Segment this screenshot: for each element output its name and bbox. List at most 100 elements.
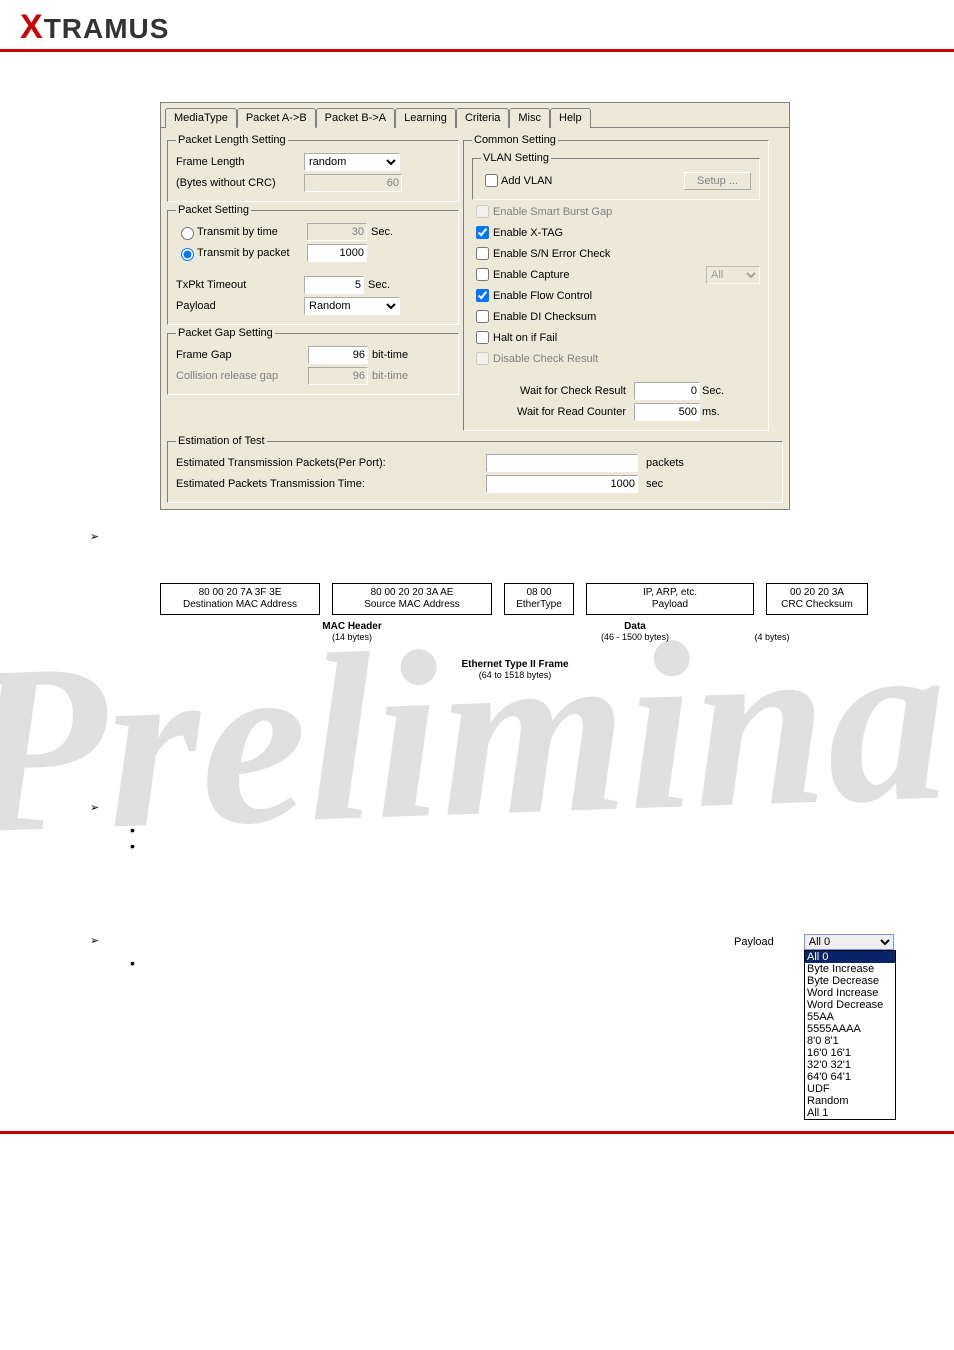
payload-opt-7[interactable]: 8'0 8'1	[805, 1035, 895, 1047]
payload-opt-13[interactable]: All 1	[805, 1107, 895, 1119]
enable-capture-checkbox[interactable]	[476, 268, 489, 281]
payload-opt-1[interactable]: Byte Increase	[805, 963, 895, 975]
halt-fail-checkbox[interactable]	[476, 331, 489, 344]
payload-opt-2[interactable]: Byte Decrease	[805, 975, 895, 987]
payload-opt-5[interactable]: 55AA	[805, 1011, 895, 1023]
enable-di-checkbox[interactable]	[476, 310, 489, 323]
est-packets-unit: packets	[646, 457, 684, 469]
payload-opt-12[interactable]: Random	[805, 1095, 895, 1107]
frame-gap-input[interactable]	[308, 346, 368, 364]
eth-crc-box: 00 20 20 3A CRC Checksum	[766, 583, 868, 615]
add-vlan-checkbox[interactable]	[485, 174, 498, 187]
tab-learning[interactable]: Learning	[395, 108, 456, 128]
enable-xtag-checkbox[interactable]	[476, 226, 489, 239]
eth-crc-label: CRC Checksum	[771, 599, 863, 611]
logo-text: TRAMUS	[44, 13, 170, 44]
enable-sn-checkbox[interactable]	[476, 247, 489, 260]
common-setting-group: Common Setting VLAN Setting Add VLAN Set…	[463, 134, 769, 431]
packet-setting-legend: Packet Setting	[176, 204, 251, 216]
payload-drop-select[interactable]: All 0	[804, 934, 894, 950]
payload-opt-9[interactable]: 32'0 32'1	[805, 1059, 895, 1071]
eth-data-bytes: (46 - 1500 bytes)	[601, 632, 669, 642]
eth-frame-label: Ethernet Type II Frame	[461, 659, 568, 670]
eth-data-label: Data	[624, 621, 646, 632]
common-setting-legend: Common Setting	[472, 134, 558, 146]
enable-di-label: Enable DI Checksum	[493, 311, 596, 323]
add-vlan-label: Add VLAN	[501, 175, 552, 187]
vlan-legend: VLAN Setting	[481, 152, 551, 164]
payload-opt-3[interactable]: Word Increase	[805, 987, 895, 999]
collision-gap-input	[308, 367, 368, 385]
wait-read-input[interactable]	[634, 403, 700, 421]
transmit-packet-input[interactable]	[307, 244, 367, 262]
frame-gap-label: Frame Gap	[176, 349, 308, 361]
transmit-by-packet-radio[interactable]	[181, 248, 194, 261]
payload-opt-11[interactable]: UDF	[805, 1083, 895, 1095]
enable-xtag-label: Enable X-TAG	[493, 227, 563, 239]
eth-dest-label: Destination MAC Address	[165, 599, 315, 611]
payload-drop-list[interactable]: All 0 Byte Increase Byte Decrease Word I…	[804, 950, 896, 1120]
eth-mac-header-group: MAC Header (14 bytes)	[160, 621, 544, 643]
eth-crc-bytes: (4 bytes)	[754, 632, 789, 642]
payload-opt-6[interactable]: 5555AAAA	[805, 1023, 895, 1035]
wait-check-input[interactable]	[634, 382, 700, 400]
packet-gap-group: Packet Gap Setting Frame Gap bit-time Co…	[167, 327, 459, 395]
payload-select[interactable]: Random	[304, 297, 400, 315]
vlan-group: VLAN Setting Add VLAN Setup ...	[472, 152, 760, 200]
payload-opt-10[interactable]: 64'0 64'1	[805, 1071, 895, 1083]
eth-crc-bytes-group: (4 bytes)	[726, 621, 818, 643]
eth-payload-box: IP, ARP, etc. Payload	[586, 583, 754, 615]
transmit-by-time-radio[interactable]	[181, 227, 194, 240]
eth-frame-bytes: (64 to 1518 bytes)	[479, 670, 552, 680]
frame-gap-unit: bit-time	[372, 349, 408, 361]
packet-length-legend: Packet Length Setting	[176, 134, 288, 146]
est-packets-label: Estimated Transmission Packets(Per Port)…	[176, 457, 486, 469]
bullet-2b	[130, 838, 864, 854]
tab-packet-ba[interactable]: Packet B->A	[316, 108, 395, 128]
enable-flow-checkbox[interactable]	[476, 289, 489, 302]
payload-drop-label: Payload	[734, 936, 774, 948]
eth-et-label: EtherType	[509, 599, 569, 611]
eth-src-box: 80 00 20 20 3A AE Source MAC Address	[332, 583, 492, 615]
page-header: XTRAMUS	[0, 0, 954, 52]
tab-packet-ab[interactable]: Packet A->B	[237, 108, 316, 128]
capture-mode-select: All	[706, 266, 760, 284]
eth-src-label: Source MAC Address	[337, 599, 487, 611]
eth-mac-header: MAC Header	[322, 621, 381, 632]
txpkt-timeout-input[interactable]	[304, 276, 364, 294]
tab-mediatype[interactable]: MediaType	[165, 108, 237, 128]
eth-ethertype-box: 08 00 EtherType	[504, 583, 574, 615]
est-time-label: Estimated Packets Transmission Time:	[176, 478, 486, 490]
payload-opt-0[interactable]: All 0	[805, 951, 895, 963]
transmit-by-packet-label: Transmit by packet	[197, 247, 307, 259]
wait-check-unit: Sec.	[702, 385, 724, 397]
packet-setting-group: Packet Setting Transmit by time Sec. Tra…	[167, 204, 459, 325]
wait-read-unit: ms.	[702, 406, 720, 418]
enable-flow-label: Enable Flow Control	[493, 290, 592, 302]
transmit-time-unit: Sec.	[371, 226, 393, 238]
enable-sn-label: Enable S/N Error Check	[493, 248, 610, 260]
frame-length-label: Frame Length	[176, 156, 304, 168]
disable-check-checkbox	[476, 352, 489, 365]
payload-opt-4[interactable]: Word Decrease	[805, 999, 895, 1011]
est-packets-input	[486, 454, 638, 472]
tab-misc[interactable]: Misc	[509, 108, 550, 128]
frame-length-select[interactable]: random	[304, 153, 400, 171]
collision-gap-label: Collision release gap	[176, 370, 308, 382]
estimation-group: Estimation of Test Estimated Transmissio…	[167, 435, 783, 503]
tab-bar: MediaType Packet A->B Packet B->A Learni…	[161, 103, 789, 127]
page-footer	[0, 1131, 954, 1154]
bytes-label: (Bytes without CRC)	[176, 177, 304, 189]
transmit-by-time-label: Transmit by time	[197, 226, 307, 238]
bullet-1	[90, 530, 864, 543]
eth-dest-box: 80 00 20 7A 3F 3E Destination MAC Addres…	[160, 583, 320, 615]
txpkt-timeout-unit: Sec.	[368, 279, 390, 291]
eth-payload-label: Payload	[591, 599, 749, 611]
packet-length-group: Packet Length Setting Frame Length rando…	[167, 134, 459, 202]
tab-help[interactable]: Help	[550, 108, 591, 128]
logo: XTRAMUS	[20, 13, 169, 44]
tab-criteria[interactable]: Criteria	[456, 108, 509, 128]
est-time-input	[486, 475, 638, 493]
eth-frame-label-group: Ethernet Type II Frame (64 to 1518 bytes…	[160, 659, 870, 681]
payload-opt-8[interactable]: 16'0 16'1	[805, 1047, 895, 1059]
